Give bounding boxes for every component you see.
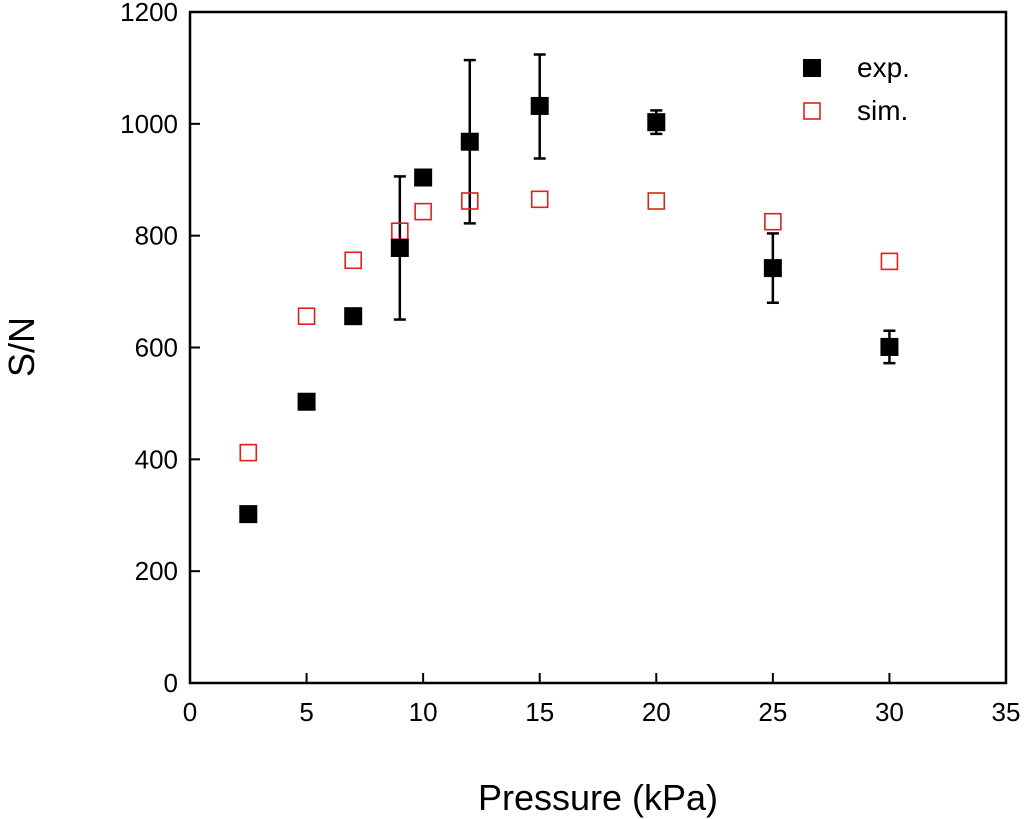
exp-data-point <box>460 132 479 151</box>
sim-data-point <box>880 252 899 271</box>
y-tick-label: 0 <box>164 668 178 698</box>
legend-marker-sim <box>803 102 821 120</box>
sim-data-point <box>460 192 479 210</box>
sim-data-point <box>344 251 363 270</box>
legend-label: exp. <box>857 52 910 83</box>
legend-marker-exp <box>803 59 821 77</box>
exp-data-point <box>239 505 258 524</box>
exp-data-point <box>647 113 666 132</box>
legend: exp. sim. <box>803 52 910 126</box>
x-tick-label: 25 <box>758 697 787 727</box>
y-tick-label: 1000 <box>120 109 178 139</box>
legend-label: sim. <box>857 95 908 126</box>
sim-data-point <box>297 307 316 325</box>
x-tick-label: 30 <box>875 697 904 727</box>
x-axis-label: Pressure (kPa) <box>478 777 718 818</box>
sim-data-point <box>414 202 432 221</box>
x-tick-label: 15 <box>525 697 554 727</box>
x-tick-label: 0 <box>183 697 197 727</box>
y-tick-label: 800 <box>135 221 178 251</box>
y-axis-label: S/N <box>1 317 42 377</box>
sim-data-point <box>239 443 258 462</box>
exp-data-point <box>297 392 316 411</box>
exp-data-point <box>880 337 899 356</box>
x-tick-label: 5 <box>299 697 313 727</box>
exp-data-point <box>344 307 363 326</box>
x-tick-label: 20 <box>642 697 671 727</box>
x-tick-label: 35 <box>992 697 1021 727</box>
exp-data-point <box>390 238 409 257</box>
y-tick-label: 1200 <box>120 0 178 27</box>
y-tick-label: 400 <box>135 444 178 474</box>
y-tick-label: 200 <box>135 556 178 586</box>
exp-data-point <box>414 168 433 187</box>
exp-data-point <box>763 259 782 278</box>
sim-data-point <box>764 212 782 231</box>
x-tick-label: 10 <box>409 697 438 727</box>
sim-data-point <box>647 192 666 210</box>
sim-data-point <box>530 190 549 209</box>
exp-data-point <box>530 96 549 115</box>
y-tick-label: 600 <box>135 333 178 363</box>
